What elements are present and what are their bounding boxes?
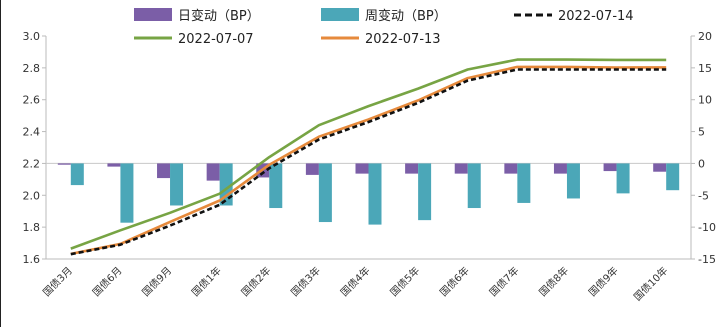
legend-weekly-change-swatch [321, 8, 359, 21]
bar-weekly-change [566, 163, 580, 199]
bar-weekly-change [368, 163, 382, 225]
x-tick-label: 国债3月 [40, 264, 75, 299]
bar-daily-change [553, 163, 567, 174]
y-tick-label-right: 5 [698, 126, 705, 139]
bar-weekly-change [120, 163, 134, 223]
y-tick-label-right: 15 [698, 62, 712, 75]
bar-daily-change [653, 163, 667, 172]
bar-weekly-change [269, 163, 283, 209]
bar-weekly-change [467, 163, 481, 209]
y-tick-label-left: 2.4 [23, 126, 41, 139]
y-tick-label-left: 2.0 [23, 189, 41, 202]
bar-series-group [57, 163, 680, 225]
bar-weekly-change [318, 163, 332, 223]
y-tick-label-right: -15 [698, 253, 716, 266]
line-2022-07-13 [70, 65, 667, 256]
legend-2022-07-13-label: 2022-07-13 [365, 32, 441, 47]
x-tick-label: 国债7年 [487, 264, 522, 299]
x-tick-labels: 国债3月 国债6月 国债9月 国债1年 国债2年 国债3年 国债4年 国债5年 国债6年 国债7年… [40, 264, 670, 303]
legend-2022-07-14-label: 2022-07-14 [558, 9, 634, 24]
legend-daily-change-label: 日变动（BP） [178, 8, 260, 24]
bar-daily-change [107, 163, 121, 167]
bar-daily-change [454, 163, 468, 174]
bar-daily-change [206, 163, 220, 181]
bar-weekly-change [70, 163, 84, 186]
bar-daily-change [57, 163, 71, 165]
x-tick-label: 国债4年 [338, 264, 373, 299]
bar-weekly-change [517, 163, 531, 203]
x-tick-label: 国债6年 [437, 264, 472, 299]
x-tick-label: 国债1年 [189, 264, 224, 299]
x-tick-label: 国债6月 [90, 264, 125, 299]
y-tick-label-left: 2.6 [23, 94, 41, 107]
y-tick-label-left: 2.2 [23, 157, 41, 170]
y-tick-label-right: 0 [698, 157, 705, 170]
y-tick-label-left: 2.8 [23, 62, 41, 75]
y-tick-label-right: 20 [698, 30, 712, 43]
y-tick-label-right: 10 [698, 94, 712, 107]
bar-weekly-change [666, 163, 680, 191]
bar-daily-change [355, 163, 369, 174]
bar-daily-change [157, 163, 171, 179]
chart-legend: 日变动（BP） 周变动（BP） 2022-07-14 2022-07-07 2022-0… [134, 8, 634, 47]
x-tick-label: 国债8年 [536, 264, 571, 299]
x-tick-label: 国债3年 [288, 264, 323, 299]
x-tick-label: 国债5年 [387, 264, 422, 299]
x-tick-label: 国债10年 [631, 264, 670, 303]
bar-daily-change [305, 163, 319, 175]
chart-axes: 1.6 1.8 2.0 2.2 2.4 2.6 2.8 3.0 -15 -10 -5 0 5 10 15 20 [23, 30, 716, 266]
legend-daily-change-swatch [134, 8, 172, 21]
bar-daily-change [504, 163, 518, 174]
line-2022-07-07 [70, 58, 667, 250]
x-tick-label: 国债2年 [238, 264, 273, 299]
bar-weekly-change [616, 163, 630, 194]
y-tick-label-left: 3.0 [23, 30, 41, 43]
y-tick-label-right: -5 [698, 189, 709, 202]
legend-weekly-change-label: 周变动（BP） [365, 8, 447, 24]
bar-daily-change [405, 163, 419, 174]
y-tick-label-right: -10 [698, 221, 716, 234]
line-2022-07-14 [70, 68, 667, 256]
bar-daily-change [603, 163, 617, 172]
x-tick-label: 国债9年 [586, 264, 621, 299]
y-tick-label-left: 1.6 [23, 253, 41, 266]
x-tick-label: 国债9月 [139, 264, 174, 299]
legend-2022-07-07-label: 2022-07-07 [178, 32, 254, 47]
bar-weekly-change [170, 163, 184, 206]
line-series-group [70, 58, 667, 256]
y-tick-label-left: 1.8 [23, 221, 41, 234]
bar-weekly-change [418, 163, 432, 221]
